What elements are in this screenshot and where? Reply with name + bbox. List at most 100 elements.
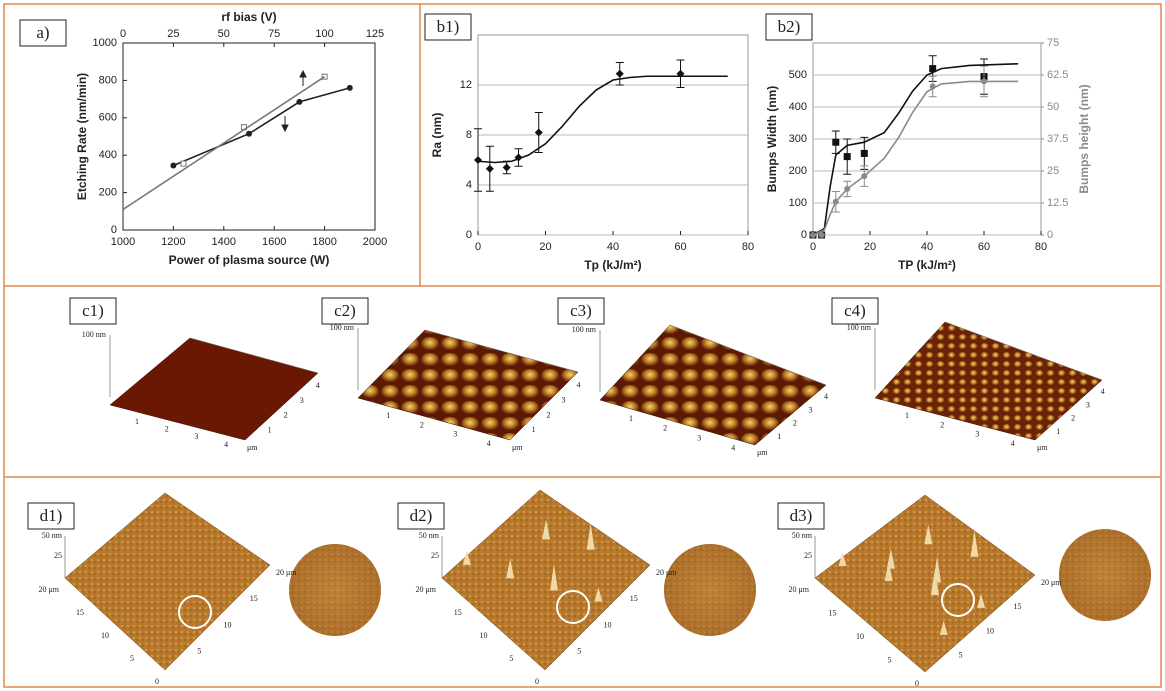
left-tick-label: 0 (155, 677, 159, 686)
y2-tick-label: 12.5 (1047, 197, 1068, 209)
x-axis-label: Power of plasma source (W) (169, 253, 330, 267)
point (170, 162, 176, 168)
panel-label: c2) (334, 301, 356, 320)
y-tick-label: 1000 (93, 37, 117, 49)
y-axis-label: Ra (nm) (430, 113, 444, 158)
x-tick-label: 1200 (161, 236, 185, 248)
z-label: 100 nm (572, 325, 597, 334)
x-tick-label: 80 (1035, 241, 1047, 253)
x-tick-label: 2000 (363, 236, 387, 248)
x-tick-label: 20 (539, 241, 551, 253)
fit-line (478, 76, 728, 162)
afm-surface (875, 322, 1102, 440)
panel-label: b1) (437, 17, 460, 36)
x-tick-label: 3 (697, 434, 701, 443)
panel-label: c4) (844, 301, 866, 320)
panel-label: d1) (40, 506, 63, 525)
x-tick-label: 40 (921, 241, 933, 253)
x-tick-label: 1400 (212, 236, 236, 248)
x-tick-label: 3 (194, 432, 198, 441)
x-tick-label: 3 (975, 430, 979, 439)
y-tick-label: 2 (793, 419, 797, 428)
panel-label: b2) (778, 17, 801, 36)
right-tick-label: 15 (1014, 602, 1022, 611)
y-tick-label: 1 (268, 425, 272, 434)
y-tick-label: 4 (1101, 387, 1105, 396)
right-tick-label: 20 μm (1041, 578, 1062, 587)
left-tick-label: 10 (101, 631, 109, 640)
left-tick-label: 0 (535, 677, 539, 686)
right-tick-label: 10 (986, 626, 994, 635)
point (474, 156, 482, 164)
left-tick-label: 20 μm (38, 585, 59, 594)
x2-tick-label: 75 (268, 28, 280, 40)
y-axis-label: Bumps Width (nm) (765, 86, 779, 193)
panel-label: d3) (790, 506, 813, 525)
zoom-texture (664, 544, 756, 636)
x-tick-label: 2 (165, 425, 169, 434)
right-tick-label: 10 (224, 620, 232, 629)
x-tick-label: 4 (487, 439, 491, 448)
x2-axis-label: rf bias (V) (221, 10, 276, 24)
x-axis-label: Tp (kJ/m²) (584, 258, 641, 272)
left-tick-label: 15 (76, 608, 84, 617)
y-tick-label: 12 (460, 79, 472, 91)
left-tick-label: 15 (454, 608, 462, 617)
right-tick-label: 20 μm (276, 568, 297, 577)
left-tick-label: 5 (509, 654, 513, 663)
unit-label: μm (512, 443, 523, 452)
x-tick-label: 40 (607, 241, 619, 253)
left-tick-label: 20 μm (788, 585, 809, 594)
y-tick-label: 3 (300, 396, 304, 405)
z-label: 50 nm (792, 531, 813, 540)
x-tick-label: 1000 (111, 236, 135, 248)
zoom-texture (1059, 529, 1151, 621)
right-tick-label: 5 (577, 647, 581, 656)
y-tick-label: 4 (824, 392, 828, 401)
y-tick-label: 600 (99, 112, 117, 124)
y-tick-label: 200 (789, 165, 807, 177)
y2-tick-label: 50 (1047, 101, 1059, 113)
x-tick-label: 80 (742, 241, 754, 253)
x2-tick-label: 125 (366, 28, 384, 40)
y-tick-label: 400 (99, 149, 117, 161)
left-tick-label: 15 (829, 608, 837, 617)
z-label: 100 nm (82, 330, 107, 339)
z-label: 50 nm (419, 531, 440, 540)
point (844, 153, 851, 160)
x-tick-label: 3 (453, 430, 457, 439)
x-tick-label: 2 (940, 420, 944, 429)
y-tick-label: 1 (1056, 427, 1060, 436)
left-tick-label: 5 (888, 655, 892, 664)
z-label: 50 nm (42, 531, 63, 540)
point (246, 131, 252, 137)
x-tick-label: 60 (978, 241, 990, 253)
x2-tick-label: 0 (120, 28, 126, 40)
y-tick-label: 800 (99, 74, 117, 86)
point (861, 150, 868, 157)
unit-label: μm (757, 448, 768, 457)
x2-tick-label: 50 (218, 28, 230, 40)
y-tick-label: 3 (808, 405, 812, 414)
panel-label: d2) (410, 506, 433, 525)
fit-line (173, 88, 349, 166)
x-tick-label: 1800 (312, 236, 336, 248)
afm-surface (65, 493, 270, 670)
point (347, 85, 353, 91)
point (616, 70, 624, 78)
x-tick-label: 20 (864, 241, 876, 253)
x-tick-label: 2 (420, 420, 424, 429)
x-tick-label: 0 (810, 241, 816, 253)
y-tick-label: 2 (1071, 414, 1075, 423)
right-tick-label: 10 (604, 620, 612, 629)
figure: 0200400600800100010001200140016001800200… (0, 0, 1165, 691)
panel-label: c3) (570, 301, 592, 320)
unit-label: μm (1037, 443, 1048, 452)
right-tick-label: 20 μm (656, 568, 677, 577)
y-tick-label: 8 (466, 129, 472, 141)
x-tick-label: 4 (224, 440, 228, 449)
y-tick-label: 3 (562, 395, 566, 404)
y2-tick-label: 25 (1047, 165, 1059, 177)
y2-tick-label: 37.5 (1047, 133, 1068, 145)
panel-label: a) (36, 23, 49, 42)
